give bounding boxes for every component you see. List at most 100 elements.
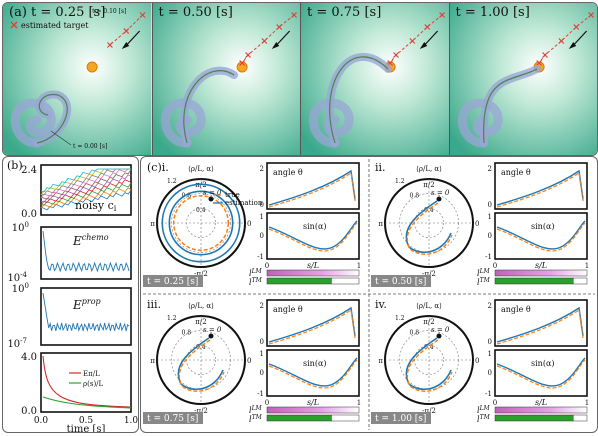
polar-angle-right: 0 bbox=[475, 220, 479, 228]
frame-svg bbox=[301, 3, 450, 155]
frame-4: t = 1.00 [s] bbox=[449, 3, 598, 155]
plot3-ymin: 10-7 bbox=[7, 337, 27, 350]
xlabel: s/L bbox=[307, 261, 319, 270]
polar-tick-2: 0.4 bbox=[424, 344, 434, 351]
legend-true: true bbox=[225, 191, 240, 199]
polar-angle-left: π bbox=[150, 357, 155, 365]
tm-bar-empty bbox=[331, 415, 359, 421]
xlabel: s/L bbox=[535, 398, 547, 407]
xtick-1: 1 bbox=[585, 399, 589, 407]
s0-marker bbox=[209, 197, 214, 202]
time-label: t = 0.50 [s] bbox=[375, 277, 426, 287]
angle-ytick-top: 2 bbox=[260, 302, 264, 310]
plot2-sup: chemo bbox=[82, 233, 109, 242]
sin-ytick-m1: -1 bbox=[485, 390, 492, 398]
xlabel: s/L bbox=[535, 261, 547, 270]
polar-tick-0: 1.2 bbox=[395, 315, 405, 322]
tm-sup: TM bbox=[480, 277, 491, 284]
s0-label: s = 0 bbox=[431, 189, 450, 197]
tm-label: lTM bbox=[249, 277, 263, 287]
angle-label: angle θ bbox=[273, 305, 303, 314]
frame-title: (a) t = 0.25 [s] bbox=[9, 5, 105, 20]
xtick-0: 0 bbox=[265, 262, 269, 270]
angle-label: angle θ bbox=[501, 168, 531, 177]
sin-ytick-0: 0 bbox=[488, 369, 492, 377]
angle-ytick-bot: 0 bbox=[260, 338, 264, 346]
background bbox=[301, 3, 450, 155]
plot3-ymax: 100 bbox=[12, 282, 29, 295]
s0-label: s = 0 bbox=[203, 189, 222, 197]
angle-ytick-top: 2 bbox=[488, 302, 492, 310]
legend-label-1: ρ(s)/L bbox=[83, 380, 104, 388]
angle-ytick-top: 2 bbox=[488, 165, 492, 173]
sin-ytick-m1: -1 bbox=[257, 253, 264, 261]
sin-ytick-0: 0 bbox=[260, 369, 264, 377]
lm-sup: LM bbox=[251, 405, 263, 412]
sin-ytick-1: 1 bbox=[260, 213, 264, 221]
sin-ytick-1: 1 bbox=[260, 350, 264, 358]
target-marker bbox=[87, 62, 97, 72]
tm-bar-empty bbox=[331, 278, 359, 284]
lm-bar bbox=[267, 407, 359, 413]
sin-ytick-1: 1 bbox=[488, 350, 492, 358]
sin-label: sin(α) bbox=[303, 359, 326, 368]
xtick-1: 1 bbox=[357, 262, 361, 270]
lm-bar bbox=[495, 270, 587, 276]
sin-ytick-1: 1 bbox=[488, 213, 492, 221]
time-label: t = 0.75 [s] bbox=[147, 414, 198, 424]
xtick-0: 0 bbox=[493, 262, 497, 270]
tm-label: lTM bbox=[477, 277, 491, 287]
lm-sup: LM bbox=[479, 268, 491, 275]
plot2-ymax-exp: 0 bbox=[25, 221, 29, 229]
plot2-ymin-exp: -4 bbox=[20, 271, 27, 279]
frame-time: t = 0.25 [s] bbox=[31, 5, 105, 20]
tm-sup: TM bbox=[480, 414, 491, 421]
frame-time: t = 0.50 [s] bbox=[159, 5, 233, 20]
panel-b-label: (b) bbox=[7, 159, 23, 172]
xtick-1: 1 bbox=[357, 399, 361, 407]
tm-bar-empty bbox=[573, 415, 587, 421]
plot3-ymin-exp: -7 bbox=[20, 337, 27, 345]
polar-tick-1: 0.8 bbox=[182, 330, 192, 337]
angle-ytick-bot: 0 bbox=[260, 201, 264, 209]
lm-bar bbox=[267, 270, 359, 276]
angle-ytick-bot: 0 bbox=[488, 338, 492, 346]
plot3-sup: prop bbox=[82, 297, 101, 306]
tm-bar bbox=[495, 415, 573, 421]
sin-ytick-m1: -1 bbox=[257, 390, 264, 398]
polar-angle-left: π bbox=[150, 220, 155, 228]
plot3-ymax-exp: 0 bbox=[25, 282, 29, 290]
frame-2: t = 0.50 [s] bbox=[152, 3, 302, 155]
frame-title: t = 1.00 [s] bbox=[456, 5, 530, 20]
annot-start-time: t = 0.00 [s] bbox=[73, 143, 107, 150]
xlabel: s/L bbox=[307, 398, 319, 407]
frame-title: t = 0.75 [s] bbox=[307, 5, 381, 20]
plot2-ymax: 100 bbox=[12, 221, 29, 234]
polar-title: ⟨ρ/L, α⟩ bbox=[416, 165, 442, 173]
polar-tick-0: 1.2 bbox=[167, 315, 177, 322]
tm-bar bbox=[495, 278, 573, 284]
polar-tick-2: 0.4 bbox=[196, 344, 206, 351]
plot1-sub: i bbox=[114, 204, 117, 213]
s0-label: s = 0 bbox=[431, 326, 450, 334]
time-label: t = 1.00 [s] bbox=[375, 414, 426, 424]
angle-label: angle θ bbox=[273, 168, 303, 177]
plot2-title: Echemo bbox=[72, 233, 109, 248]
lm-sup: LM bbox=[479, 405, 491, 412]
tm-label: lTM bbox=[477, 414, 491, 424]
xtick-0: 0 bbox=[265, 399, 269, 407]
frame-time: t = 0.75 [s] bbox=[307, 5, 381, 20]
sin-ytick-m1: -1 bbox=[485, 253, 492, 261]
sin-ytick-0: 0 bbox=[260, 232, 264, 240]
plot1-ymin: 0.0 bbox=[21, 209, 37, 220]
polar-angle-left: π bbox=[378, 357, 383, 365]
lm-sup: LM bbox=[251, 268, 263, 275]
polar-tick-2: 0.4 bbox=[196, 207, 206, 214]
angle-ytick-bot: 0 bbox=[488, 201, 492, 209]
polar-angle-right: 0 bbox=[247, 357, 251, 365]
tm-sup: TM bbox=[252, 414, 263, 421]
